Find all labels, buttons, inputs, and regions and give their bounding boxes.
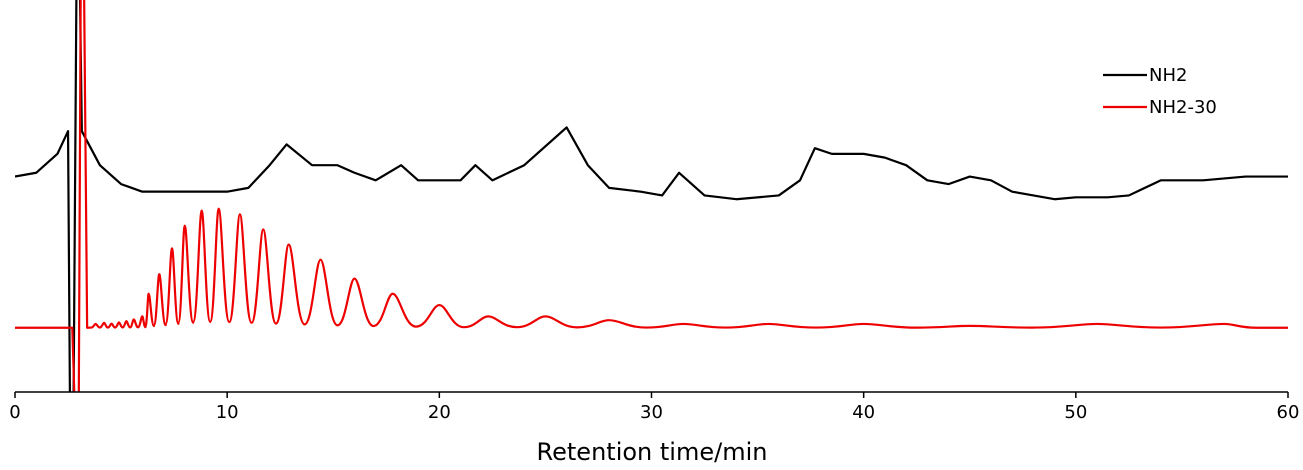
x-tick-label: 60 [1277,402,1300,423]
series-line-nh2-30 [15,0,1288,392]
x-axis: 0 10 20 30 40 50 60 [9,391,1300,423]
x-axis-title: Retention time/min [537,438,768,466]
x-tick-label: 40 [852,402,875,423]
x-tick-label: 20 [428,402,451,423]
plot-area [15,0,1288,392]
legend-label: NH2-30 [1149,97,1217,118]
x-tick-label: 50 [1064,402,1087,423]
series-line-nh2 [15,0,1288,392]
x-tick-label: 0 [9,402,20,423]
legend-label: NH2 [1149,65,1187,86]
legend: NH2 NH2-30 [1103,65,1217,118]
x-tick-label: 10 [216,402,239,423]
x-tick-label: 30 [640,402,663,423]
